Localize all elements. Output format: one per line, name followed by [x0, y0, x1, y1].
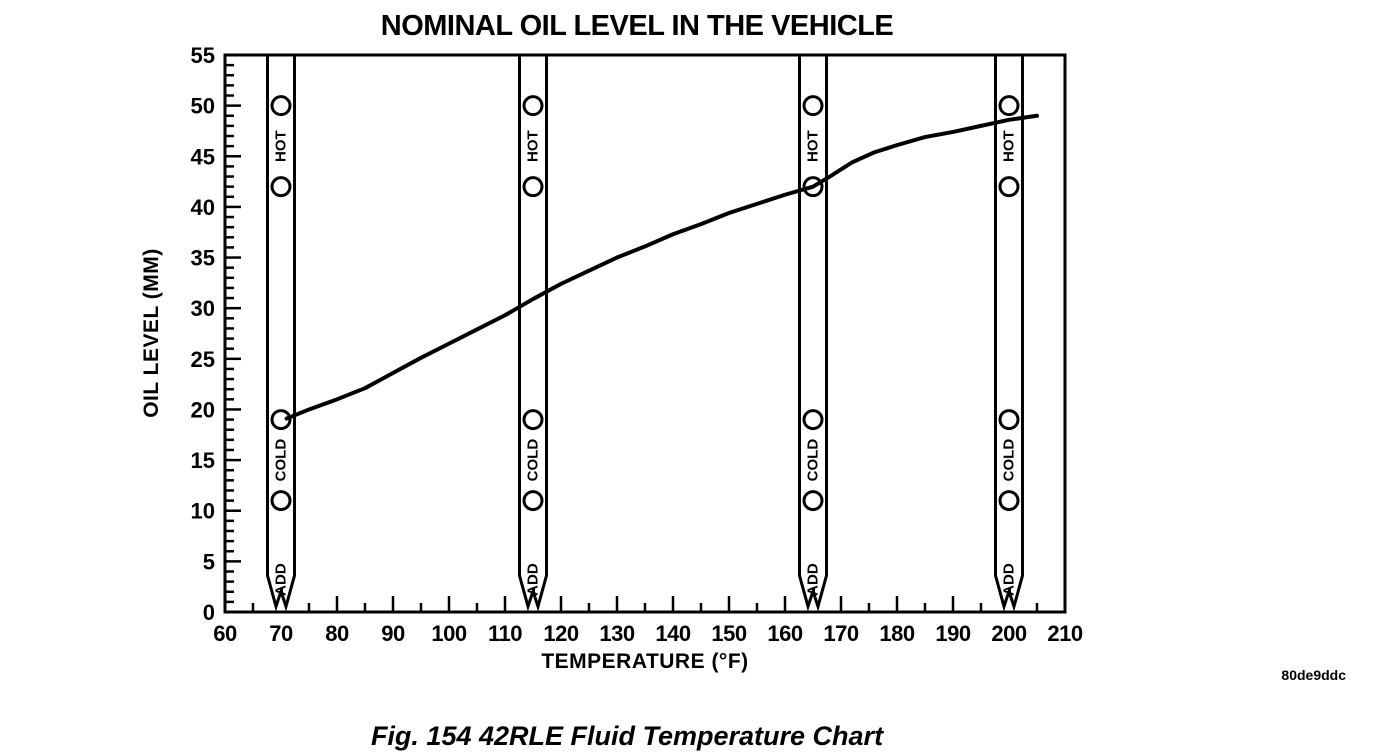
x-tick-label: 160: [767, 621, 802, 646]
dipstick-zone-label: HOT: [525, 130, 542, 162]
y-tick-label: 50: [191, 94, 215, 119]
figure-caption: Fig. 154 42RLE Fluid Temperature Chart: [370, 721, 884, 751]
x-tick-label: 170: [823, 621, 858, 646]
dipstick-zone-label: ADD: [525, 563, 542, 596]
y-tick-label: 20: [191, 397, 215, 422]
dipstick-hole: [802, 95, 824, 117]
y-tick-label: 40: [191, 195, 215, 220]
y-tick-label: 35: [191, 246, 215, 271]
dipstick-hole: [270, 95, 292, 117]
dipstick-zone-label: HOT: [273, 130, 290, 162]
x-tick-label: 210: [1047, 621, 1082, 646]
dipstick-hole: [270, 176, 292, 198]
dipstick-hole: [522, 490, 544, 512]
dipstick-hole: [522, 176, 544, 198]
figure-code: 80de9ddc: [1281, 667, 1346, 683]
x-tick-label: 190: [935, 621, 970, 646]
dipstick-hole: [802, 409, 824, 431]
y-tick-label: 30: [191, 296, 215, 321]
y-tick-label: 45: [191, 144, 215, 169]
dipstick-zone-label: ADD: [273, 563, 290, 596]
dipstick-hole: [522, 95, 544, 117]
dipstick-zone-label: COLD: [525, 439, 542, 482]
x-tick-label: 90: [381, 621, 405, 646]
dipstick-zone-label: COLD: [1001, 439, 1018, 482]
x-tick-label: 130: [599, 621, 634, 646]
dipstick-hole: [998, 409, 1020, 431]
x-tick-label: 180: [879, 621, 914, 646]
y-tick-label: 5: [203, 549, 215, 574]
x-axis-label: TEMPERATURE (°F): [541, 650, 749, 673]
x-tick-label: 120: [543, 621, 578, 646]
x-tick-label: 80: [325, 621, 349, 646]
dipstick-zone-label: COLD: [273, 439, 290, 482]
dipstick-zone-label: ADD: [1001, 563, 1018, 596]
y-tick-label: 15: [191, 448, 215, 473]
dipstick-zone-label: ADD: [805, 563, 822, 596]
y-tick-label: 25: [191, 347, 215, 372]
x-tick-label: 140: [655, 621, 690, 646]
y-tick-label: 0: [203, 600, 215, 625]
x-tick-label: 110: [488, 621, 522, 646]
x-tick-label: 60: [213, 621, 237, 646]
oil-level-curve: [284, 113, 1039, 421]
chart-title: NOMINAL OIL LEVEL IN THE VEHICLE: [380, 10, 894, 42]
dipstick-hole: [998, 95, 1020, 117]
y-tick-label: 10: [191, 499, 215, 524]
dipstick-zone-label: COLD: [805, 439, 822, 482]
x-tick-label: 70: [269, 621, 293, 646]
x-tick-label: 150: [711, 621, 746, 646]
dipstick-hole: [998, 176, 1020, 198]
dipstick-hole: [802, 490, 824, 512]
dipstick-hole: [998, 490, 1020, 512]
dipstick-hole: [270, 490, 292, 512]
x-tick-label: 100: [431, 621, 466, 646]
axis-frame: [223, 53, 1067, 614]
dipstick-hole: [270, 409, 292, 431]
x-tick-label: 200: [991, 621, 1026, 646]
y-tick-label: 55: [191, 43, 215, 68]
dipstick-zone-label: HOT: [805, 130, 822, 162]
dipstick-hole: [522, 409, 544, 431]
dipstick-zone-label: HOT: [1001, 130, 1018, 162]
